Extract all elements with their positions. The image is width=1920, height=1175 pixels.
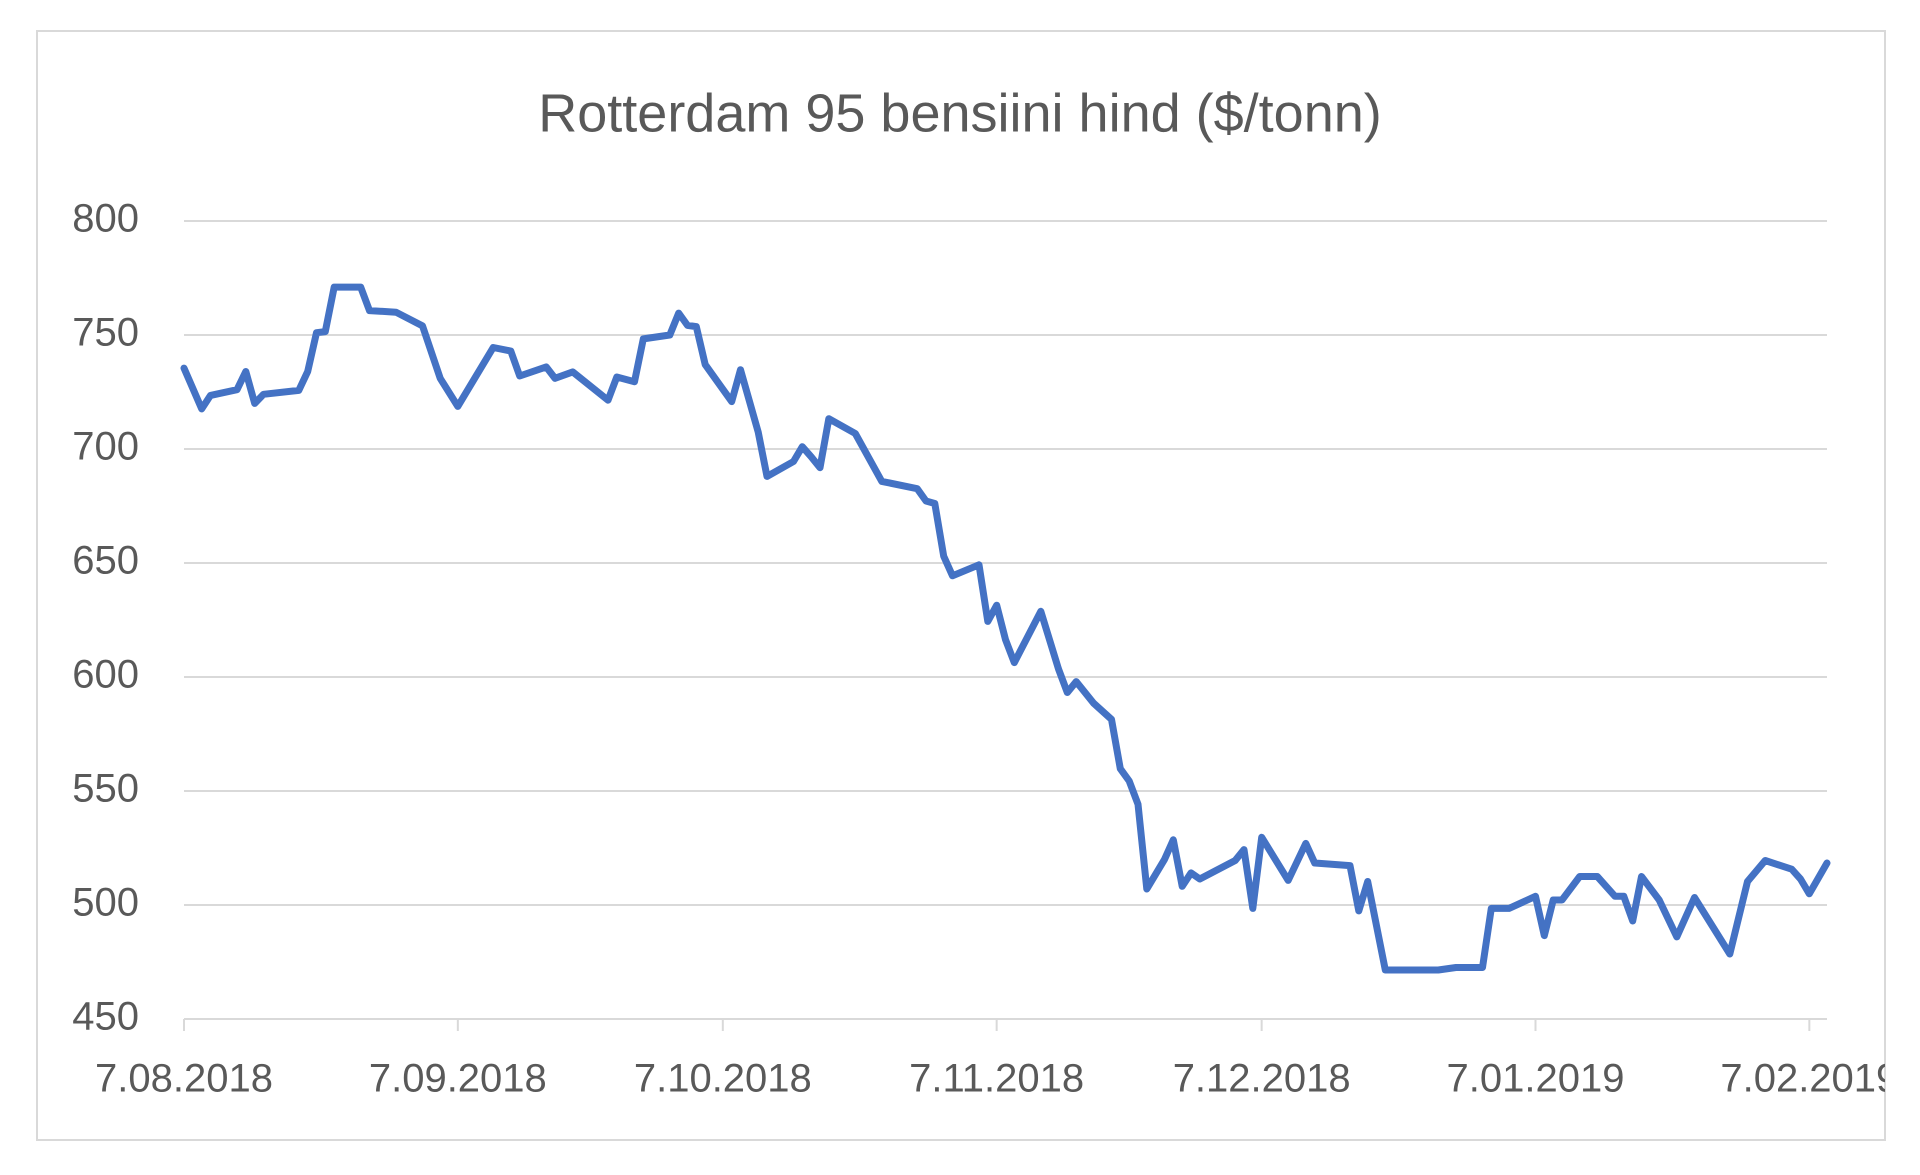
chart-frame bbox=[36, 30, 1886, 1141]
y-tick-label: 600 bbox=[72, 653, 139, 697]
y-tick-label: 550 bbox=[72, 767, 139, 811]
x-tick-label: 7.01.2019 bbox=[1447, 1057, 1625, 1101]
x-tick-label: 7.10.2018 bbox=[634, 1057, 812, 1101]
y-tick-label: 500 bbox=[72, 881, 139, 925]
x-tick-label: 7.11.2018 bbox=[909, 1057, 1084, 1101]
plot: 450 500 550 600 650 700 750 800 7.08.2018 7.09.20… bbox=[72, 197, 1898, 1101]
y-tick-label: 450 bbox=[72, 995, 139, 1039]
y-tick-label: 750 bbox=[72, 311, 139, 355]
x-tick-label: 7.08.2018 bbox=[95, 1057, 273, 1101]
y-tick-label: 650 bbox=[72, 539, 139, 583]
chart-title: Rotterdam 95 bensiini hind ($/tonn) bbox=[538, 83, 1382, 143]
y-tick-label: 700 bbox=[72, 425, 139, 469]
y-tick-label: 800 bbox=[72, 197, 139, 241]
x-tick-label: 7.09.2018 bbox=[369, 1057, 547, 1101]
x-tick-label: 7.12.2018 bbox=[1173, 1057, 1351, 1101]
x-tick-label: 7.02.2019 bbox=[1720, 1057, 1898, 1101]
price-line bbox=[180, 283, 1831, 974]
